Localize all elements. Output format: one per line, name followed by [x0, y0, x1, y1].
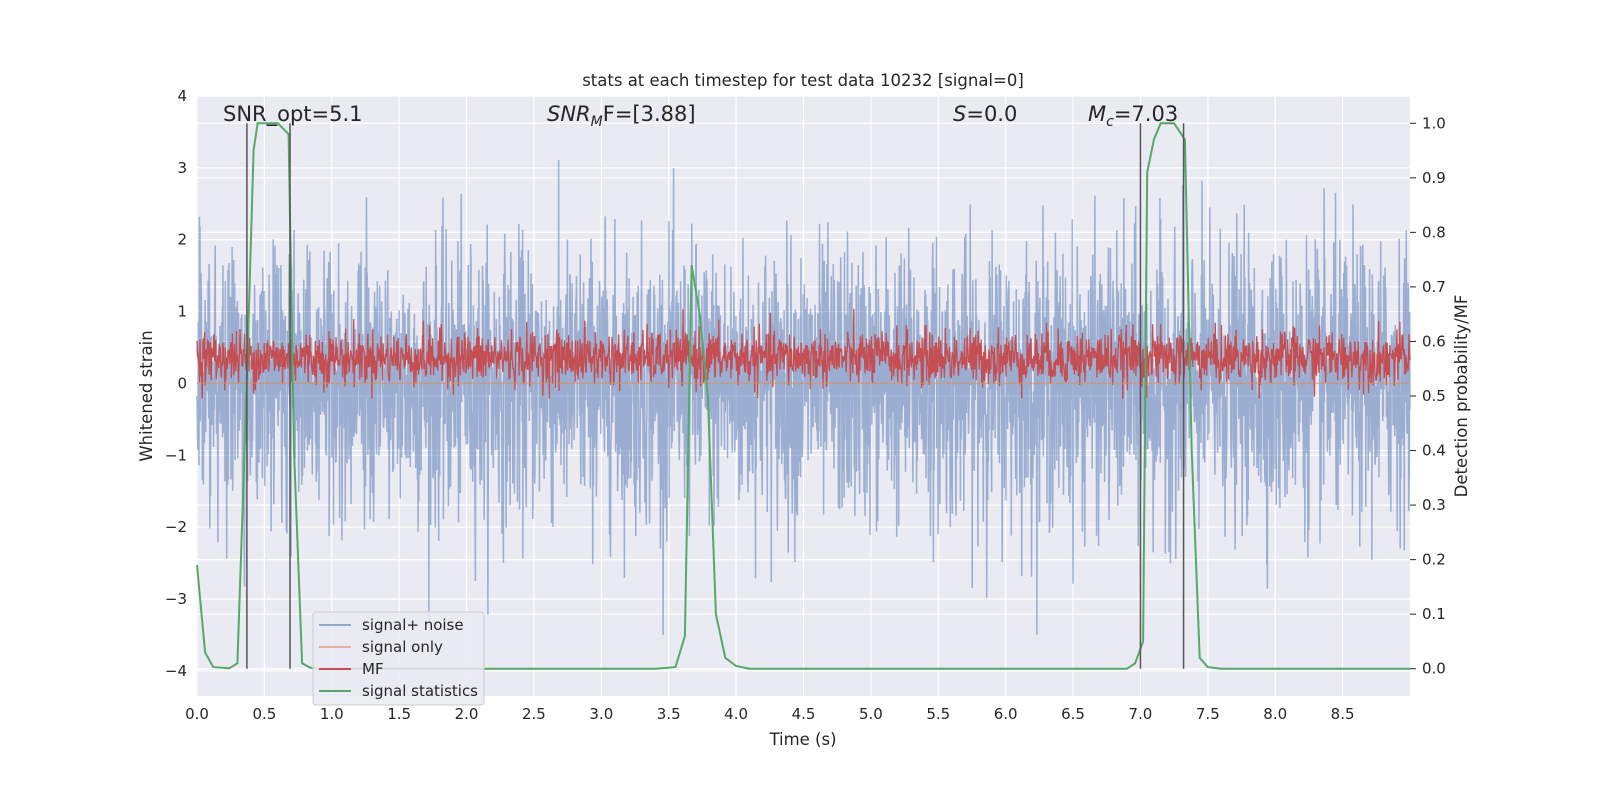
y2-tick-label: 0.2: [1422, 551, 1446, 569]
y-tick-label: 0: [177, 374, 187, 392]
y-tick-label: 2: [177, 231, 187, 249]
y-axis-label: Whitened strain: [137, 330, 156, 461]
vertical-markers: [246, 123, 1185, 669]
x-tick-label: 1.5: [387, 705, 411, 723]
y2-tick-label: 0.3: [1422, 496, 1446, 514]
y2-tick-label: 0.7: [1422, 278, 1446, 296]
y2-tick-label: 0.1: [1422, 605, 1446, 623]
x-tick-label: 7.5: [1196, 705, 1220, 723]
signal-statistics-series: [196, 122, 1410, 670]
signal-noise-line: [196, 159, 1411, 635]
annotation-snr-opt: SNR_opt=5.1: [223, 102, 363, 127]
y2-axis-label: Detection probability/MF: [1452, 295, 1471, 498]
mf-series: [196, 308, 1411, 399]
x-tick-label: 3.5: [657, 705, 681, 723]
x-tick-label: 4.0: [724, 705, 748, 723]
y-tick-label: −4: [165, 662, 187, 680]
x-tick-label: 8.5: [1331, 705, 1355, 723]
y2-tick-label: 0.5: [1422, 387, 1446, 405]
y-tick-labels: 4 3 2 1 0 −1 −2 −3 −4: [165, 87, 187, 680]
x-tick-label: 8.0: [1263, 705, 1287, 723]
y-tick-label: 1: [177, 303, 187, 321]
legend-label-signal-statistics: signal statistics: [362, 682, 478, 700]
x-tick-label: 7.0: [1129, 705, 1153, 723]
x-tick-label: 5.5: [926, 705, 950, 723]
x-tick-label: 0.0: [185, 705, 209, 723]
y2-tick-label: 0.6: [1422, 332, 1446, 350]
signal-noise-series: [196, 159, 1411, 635]
x-tick-label: 6.0: [994, 705, 1018, 723]
signal-statistics-line: [196, 122, 1410, 670]
x-tick-label: 4.5: [792, 705, 816, 723]
x-tick-label: 3.0: [589, 705, 613, 723]
y2-tick-labels: 1.0 0.9 0.8 0.7 0.6 0.5 0.4 0.3 0.2 0.1 0.0: [1410, 114, 1446, 678]
y-tick-label: 3: [177, 159, 187, 177]
y2-tick-label: 0.4: [1422, 442, 1446, 460]
legend-label-signal-only: signal only: [362, 638, 443, 656]
x-tick-label: 6.5: [1061, 705, 1085, 723]
y-tick-label: 4: [177, 87, 187, 105]
x-tick-label: 2.0: [455, 705, 479, 723]
legend-label-signal-noise: signal+ noise: [362, 616, 464, 634]
x-tick-labels: 0.0 0.5 1.0 1.5 2.0 2.5 3.0 3.5 4.0 4.5 5.0 5.5 6.0 6…: [185, 705, 1354, 723]
legend: signal+ noise signal only MF signal stat…: [312, 611, 485, 706]
y2-tick-label: 0.0: [1422, 660, 1446, 678]
y-tick-label: −2: [165, 518, 187, 536]
legend-label-mf: MF: [362, 660, 384, 678]
chart-title: stats at each timestep for test data 102…: [582, 71, 1024, 90]
y-tick-label: −3: [165, 590, 187, 608]
x-tick-label: 0.5: [252, 705, 276, 723]
y-tick-label: −1: [165, 446, 187, 464]
x-tick-label: 2.5: [522, 705, 546, 723]
x-tick-label: 1.0: [320, 705, 344, 723]
y2-tick-label: 0.8: [1422, 223, 1446, 241]
annotation-mc: Mc=7.03: [1088, 102, 1178, 130]
y2-tick-label: 0.9: [1422, 169, 1446, 187]
y2-tick-label: 1.0: [1422, 114, 1446, 132]
legend-box: [312, 611, 485, 706]
annotation-snr-mf: SNRMF=[3.88]: [547, 102, 696, 130]
annotation-s: S=0.0: [953, 102, 1017, 126]
x-tick-label: 5.0: [859, 705, 883, 723]
mf-line: [196, 308, 1411, 399]
x-axis-label: Time (s): [768, 730, 836, 749]
